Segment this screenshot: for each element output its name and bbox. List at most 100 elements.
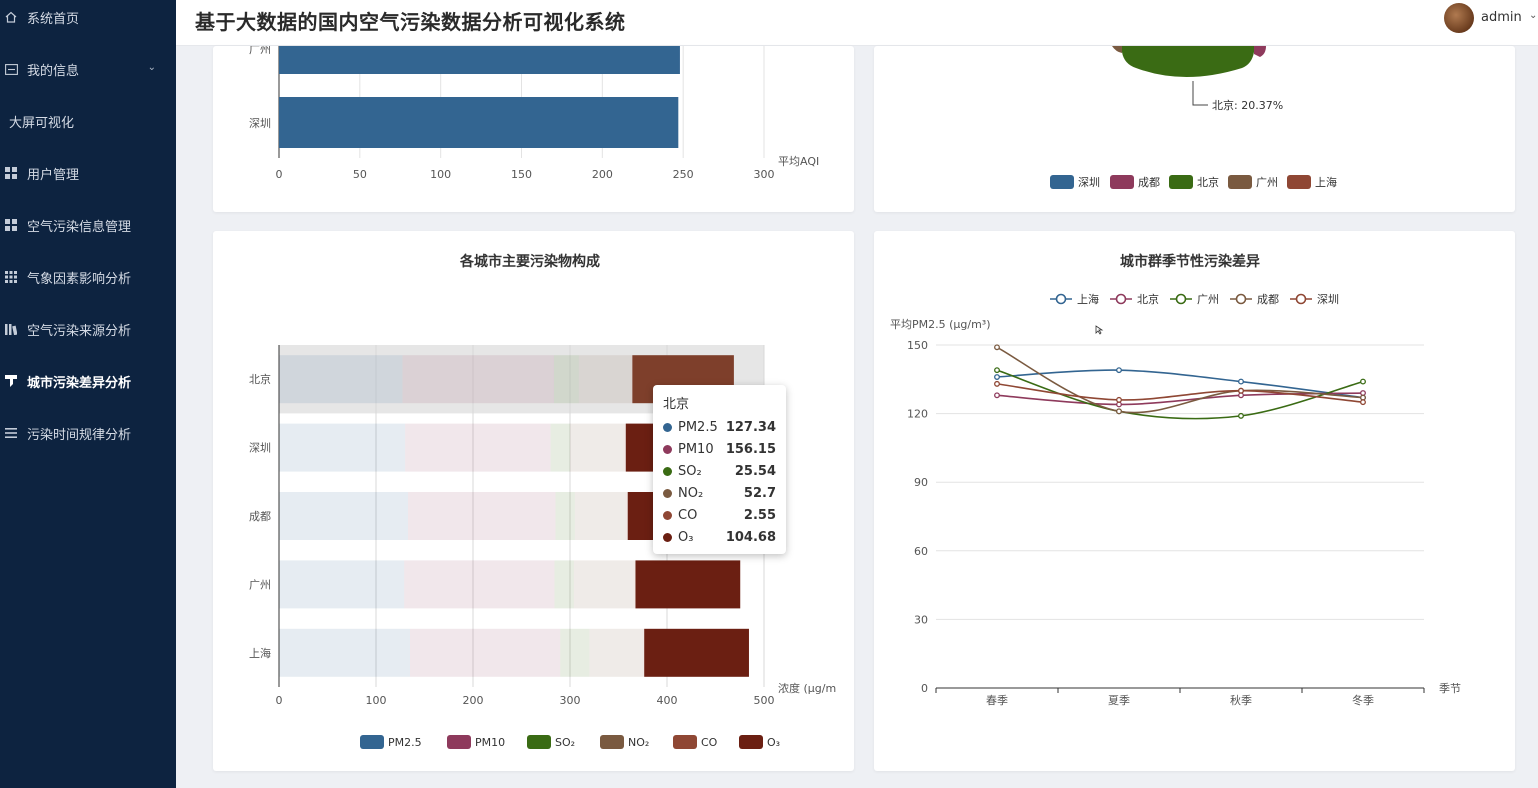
legend-swatch <box>1110 175 1134 189</box>
tooltip-series-name: PM2.5 <box>678 419 718 435</box>
sidebar-item-label: 空气污染信息管理 <box>27 219 132 235</box>
avatar[interactable] <box>1444 3 1474 33</box>
bar-segment <box>635 560 741 609</box>
sidebar: 系统首页 我的信息 ⌄ 大屏可视化 用户管理 空气污染信息管理 气象因素影响分析… <box>0 0 176 788</box>
tooltip-dot <box>663 466 672 476</box>
x-tick-label: 0 <box>276 694 283 707</box>
bar-segment <box>560 628 590 677</box>
tooltip-series-name: NO₂ <box>678 485 704 501</box>
legend-label: 成都 <box>1257 293 1279 306</box>
bar-segment <box>409 628 561 677</box>
tooltip-dot <box>663 488 672 498</box>
x-tick-label: 秋季 <box>1230 693 1252 707</box>
pie-slice-chengdu <box>1254 46 1266 57</box>
legend-label: 上海 <box>1077 292 1099 306</box>
top-header: 基于大数据的国内空气污染数据分析可视化系统 admin ⌄ <box>176 0 1538 46</box>
tooltip-series-name: SO₂ <box>678 463 702 479</box>
sidebar-item-source-analysis[interactable]: 空气污染来源分析 <box>0 309 176 349</box>
tooltip-value: 25.54 <box>734 463 776 479</box>
sidebar-item-pollution-info[interactable]: 空气污染信息管理 <box>0 205 176 245</box>
tooltip-series-name: O₃ <box>678 529 694 545</box>
bar-segment <box>644 628 749 677</box>
legend-label: 成都 <box>1138 176 1160 189</box>
legend-label: NO₂ <box>628 736 649 749</box>
chevron-down-icon[interactable]: ⌄ <box>147 62 156 73</box>
sidebar-item-user-management[interactable]: 用户管理 <box>0 153 176 193</box>
tooltip-series-name: PM10 <box>678 441 714 457</box>
sidebar-item-label: 污染时间规律分析 <box>27 427 132 443</box>
sidebar-item-time-pattern[interactable]: 污染时间规律分析 <box>0 413 176 453</box>
legend-label: PM2.5 <box>388 736 422 749</box>
series-line-上海 <box>996 369 1364 399</box>
tooltip-dot <box>663 510 672 520</box>
tooltip-value: 52.7 <box>743 485 776 501</box>
tooltip-row: PM2.5 127.34 <box>663 416 776 438</box>
tooltip-row: SO₂ 25.54 <box>663 460 776 482</box>
legend-swatch <box>360 735 384 749</box>
tooltip-value: 2.55 <box>743 507 776 523</box>
x-tick-label: 100 <box>430 168 451 181</box>
bar-segment <box>589 628 642 677</box>
legend-swatch <box>600 735 624 749</box>
legend-label: 广州 <box>1197 293 1219 306</box>
bar-segment <box>573 560 634 609</box>
legend-label: 广州 <box>1256 176 1278 189</box>
legend-swatch <box>739 735 763 749</box>
x-tick-label: 冬季 <box>1352 693 1374 707</box>
sidebar-item-label: 系统首页 <box>27 11 80 27</box>
y-tick-label: 120 <box>907 408 928 421</box>
sidebar-item-home[interactable]: 系统首页 <box>0 0 176 37</box>
legend-marker <box>1175 293 1187 305</box>
pie-slice-guangzhou <box>1112 46 1122 53</box>
data-point <box>1238 392 1244 399</box>
y-axis-label: 平均PM2.5 (μg/m³) <box>890 318 991 331</box>
series-line-深圳 <box>996 383 1364 403</box>
series-line-成都 <box>996 346 1364 414</box>
data-point <box>1238 378 1244 385</box>
data-point <box>1238 387 1244 394</box>
data-point <box>1360 378 1366 385</box>
sidebar-item-city-difference[interactable]: 城市污染差异分析 <box>0 361 176 401</box>
y-tick-label: 90 <box>914 476 928 489</box>
sidebar-item-my-info[interactable]: 我的信息 ⌄ <box>0 49 176 89</box>
sidebar-item-weather-analysis[interactable]: 气象因素影响分析 <box>0 257 176 297</box>
card-icon <box>4 62 18 76</box>
x-tick-label: 春季 <box>986 694 1008 707</box>
legend-label: 深圳 <box>1317 293 1339 306</box>
chart-title: 城市群季节性污染差异 <box>1120 254 1260 270</box>
sidebar-item-label: 我的信息 <box>27 63 80 79</box>
data-point <box>1360 399 1366 406</box>
sidebar-item-label: 大屏可视化 <box>9 115 75 131</box>
x-tick-label: 400 <box>657 694 678 707</box>
data-point <box>1116 408 1122 415</box>
x-tick-label: 200 <box>592 168 613 181</box>
legend-swatch <box>527 735 551 749</box>
city-share-pie-chart: 北京: 20.37% 深圳 成都 北京 广州 上海 <box>1050 46 1337 189</box>
sidebar-item-label: 用户管理 <box>27 167 80 183</box>
chevron-down-icon[interactable]: ⌄ <box>1529 10 1538 21</box>
data-point <box>994 367 1000 374</box>
legend-marker <box>1235 293 1247 305</box>
bar-segment <box>641 628 645 677</box>
bar-segment <box>408 492 556 540</box>
bar-segment <box>578 355 630 404</box>
sidebar-item-big-screen[interactable]: 大屏可视化 <box>0 101 176 141</box>
bar-segment <box>405 423 551 472</box>
user-name[interactable]: admin <box>1481 10 1522 25</box>
y-tick-label: 广州 <box>249 578 271 591</box>
seasonal-line-chart: 0 30 60 90 120 150 春季 夏季 秋季 冬季 季节 平均PM2.5 (μg/m³) 上海… <box>890 292 1461 707</box>
bar-segment <box>279 560 405 609</box>
legend-swatch <box>447 735 471 749</box>
bar-segment <box>404 560 555 609</box>
x-axis-label: 季节 <box>1439 682 1461 695</box>
data-point <box>994 392 1000 399</box>
legend-swatch <box>673 735 697 749</box>
x-tick-label: 150 <box>511 168 532 181</box>
pie-label-line <box>1192 81 1208 106</box>
data-point <box>1360 390 1366 396</box>
grid-icon <box>4 166 18 180</box>
y-tick-label: 30 <box>914 613 928 626</box>
tooltip-dot <box>663 422 672 432</box>
tooltip-dot <box>663 532 672 542</box>
